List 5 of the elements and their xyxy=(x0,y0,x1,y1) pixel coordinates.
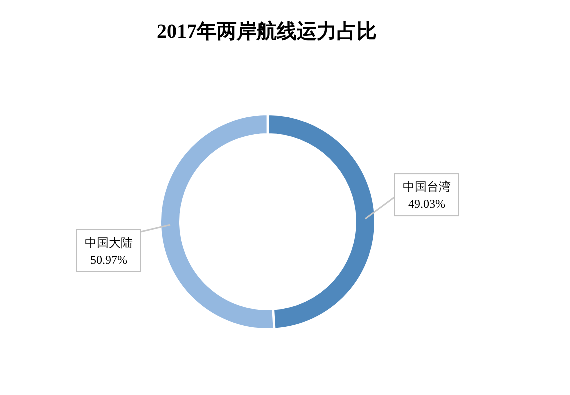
data-label: 49.03% xyxy=(408,197,446,212)
slice-label: 中国大陆 xyxy=(85,236,133,250)
chart-title: 2017年两岸航线运力占比 xyxy=(157,20,377,43)
slice-label: 中国台湾 xyxy=(403,180,451,194)
data-label: 50.97% xyxy=(90,252,128,267)
